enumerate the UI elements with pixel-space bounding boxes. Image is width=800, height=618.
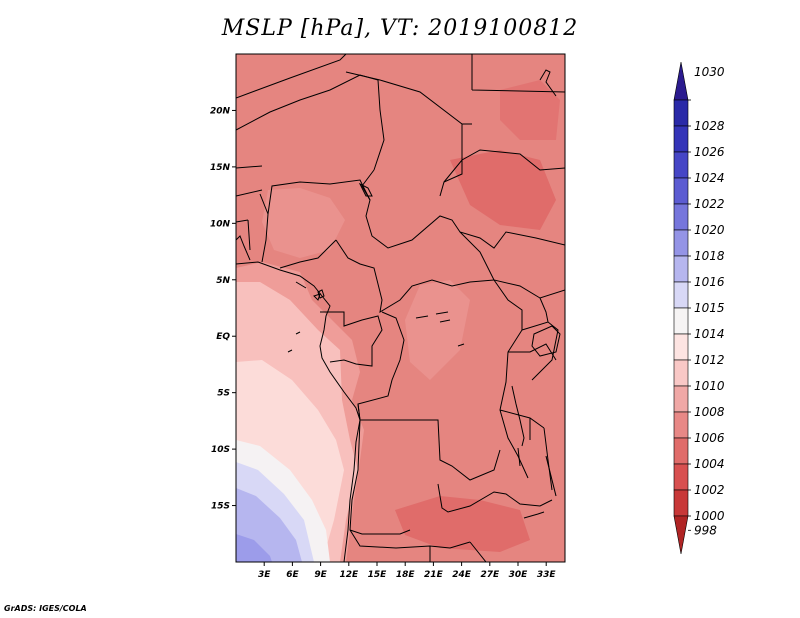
lat-tick-label: 5S [217,389,230,399]
colorbar-segment [673,99,689,127]
lon-tick-label: 3E [258,570,271,580]
colorbar-segment [673,281,689,309]
boundary-congo-gabon [320,311,383,367]
colorbar-segment [673,515,689,555]
colorbar-label: 1002 [694,483,725,497]
lat-tick-label: 20N [210,106,231,116]
colorbar-label: 1006 [694,431,725,445]
field-band-1018 [236,534,272,562]
boundary-drc-west [357,311,501,481]
colorbar-label: 1014 [694,327,725,341]
lake-victoria [531,325,561,357]
lon-tick-label: 18E [396,570,416,580]
field-band-1008-north [262,188,345,258]
colorbar-segment [673,177,689,205]
boundary-nigeria [261,179,371,269]
colorbar-label: 1008 [694,405,725,419]
small-lakes [287,293,465,353]
field-low-1004-north [450,150,556,230]
lat-tick-label: 15N [210,163,231,173]
colorbar-label: 1022 [694,197,725,211]
longitude-axis: 3E 6E 9E 12E 15E 18E 21E 24E 27E 30E 33E [258,562,556,580]
lat-tick-label: 5N [216,276,230,286]
chart-title: MSLP [hPa], VT: 2019100812 [221,16,579,41]
lon-tick-label: 9E [314,570,327,580]
map-frame [235,53,566,563]
colorbar-segment [673,151,689,179]
pressure-field [236,54,565,562]
colorbar-segment [673,333,689,361]
boundary-sudan-south [443,149,565,299]
coastline-west-africa [236,261,361,421]
field-low-1004-south [395,496,530,552]
lake-kariba [523,511,545,519]
colorbar-label: 1015 [694,301,725,315]
lon-tick-label: 15E [368,570,388,580]
colorbar-segment [673,61,689,101]
colorbar-label: 1000 [694,509,725,523]
colorbar-label: 1018 [694,249,725,263]
boundary-angola-zambia [349,403,553,535]
colorbar-label: 1012 [694,353,725,367]
boundary-cameroon-car [335,239,495,313]
boundary-west-coast-states [236,165,269,251]
lon-tick-label: 33E [537,570,557,580]
coastline-gulf [236,235,307,289]
lon-tick-label: 27E [480,570,500,580]
island-bioko [317,289,325,299]
colorbar: 1030 1028 1026 1024 1022 1020 1018 1016 1015 1014… [673,61,725,555]
coastline-egypt-redsea [539,69,557,97]
colorbar-label: 998 [694,523,717,537]
boundary-niger-mali [236,74,385,171]
colorbar-segment [673,437,689,465]
colorbar-label: 1016 [694,275,725,289]
lat-tick-label: 15S [211,502,230,512]
coastline-southwest [343,419,361,562]
colorbar-label: 1028 [694,119,725,133]
colorbar-segment [673,229,689,257]
colorbar-segment [673,255,689,283]
colorbar-label: 1004 [694,457,725,471]
lake-tanganyika [511,385,525,467]
lon-tick-label: 6E [286,570,299,580]
colorbar-label: 1010 [694,379,725,393]
lake-chad [358,182,373,197]
boundary-namibia-botswana [349,529,487,562]
colorbar-segment [673,385,689,413]
field-low-1004-ne [500,80,560,140]
colorbar-segment [673,411,689,439]
lon-tick-label: 12E [339,570,359,580]
boundary-east-lakes [521,297,559,491]
boundary-chad [361,169,565,249]
lat-tick-label: 10S [211,445,230,455]
lat-tick-label: EQ [216,332,230,342]
country-boundaries [236,54,565,562]
latitude-axis: 20N 15N 10N 5N EQ 5S 10S 15S [210,106,236,512]
colorbar-label: 1020 [694,223,725,237]
colorbar-segment [673,203,689,231]
colorbar-label: 1030 [694,65,725,79]
colorbar-segment [673,463,689,491]
colorbar-segment [673,307,689,335]
lake-malawi [545,455,557,497]
lon-tick-label: 24E [452,570,472,580]
grads-credit: GrADS: IGES/COLA [4,604,87,613]
lon-tick-label: 21E [424,570,444,580]
colorbar-segment [673,359,689,387]
boundary-libya-egypt-chad [462,54,565,125]
colorbar-label: 1024 [694,171,725,185]
colorbar-label: 1026 [694,145,725,159]
lon-tick-label: 30E [509,570,529,580]
lat-tick-label: 10N [210,219,231,229]
colorbar-segment [673,489,689,517]
field-band-1008-east [405,280,470,380]
colorbar-segment [673,125,689,153]
